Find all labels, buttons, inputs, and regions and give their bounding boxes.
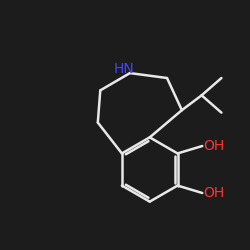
Text: HN: HN	[114, 62, 134, 76]
Text: OH: OH	[203, 139, 224, 153]
Text: OH: OH	[203, 186, 224, 200]
